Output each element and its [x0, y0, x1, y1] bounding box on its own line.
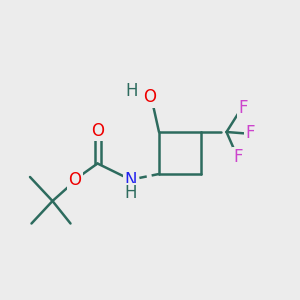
Text: F: F [238, 99, 248, 117]
Text: H: H [124, 184, 137, 202]
Text: F: F [246, 124, 255, 142]
Text: O: O [91, 122, 104, 140]
Text: N: N [124, 171, 137, 189]
Text: O: O [143, 88, 157, 106]
Text: F: F [234, 148, 243, 166]
Text: H: H [126, 82, 138, 100]
Text: O: O [68, 171, 82, 189]
